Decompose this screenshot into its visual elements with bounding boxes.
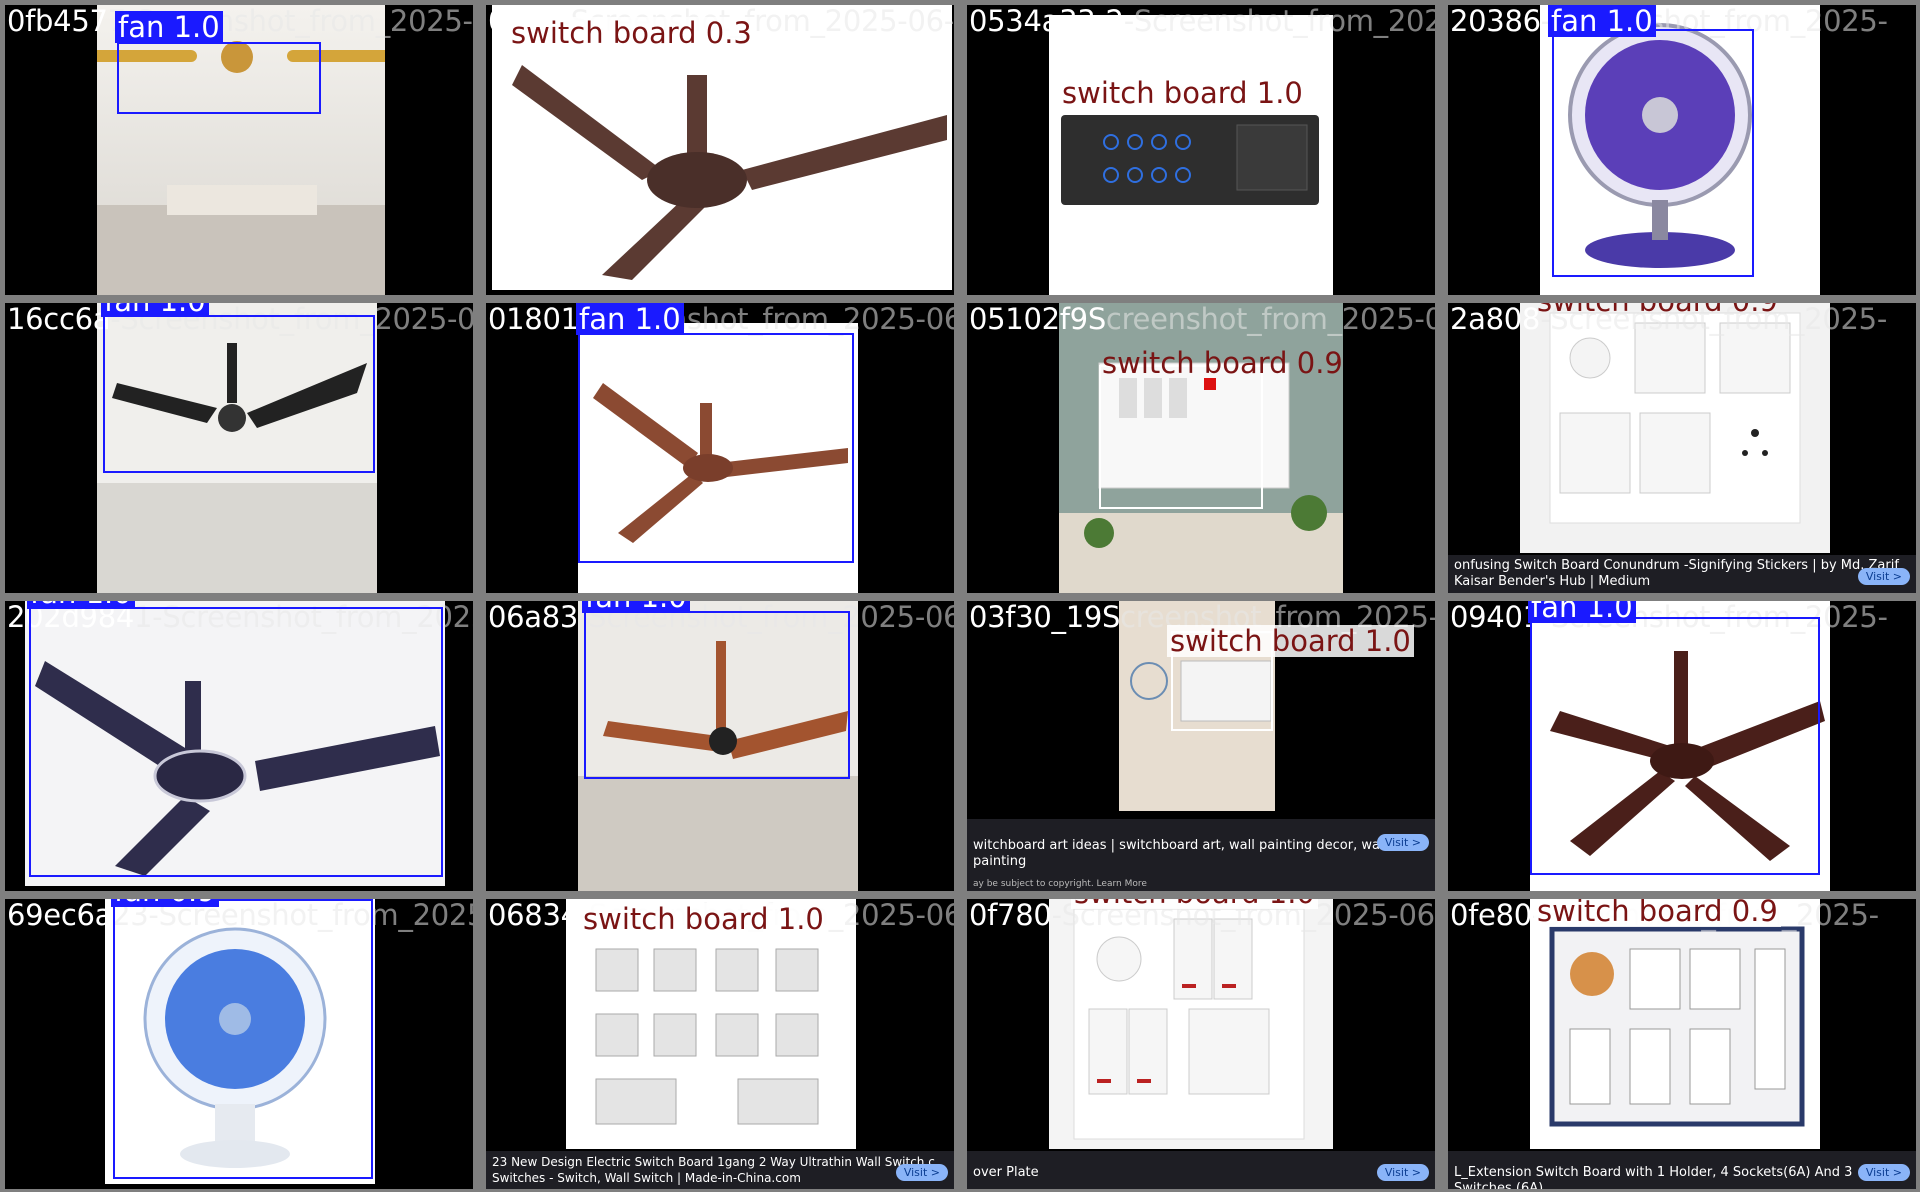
switch-bounding-box <box>1059 109 1329 208</box>
tile-image <box>105 899 375 1184</box>
image-caption[interactable]: over Plate <box>967 1151 1435 1189</box>
detection-label: switch board 0.3 <box>508 17 755 49</box>
result-tile-11[interactable]: 03f30_19Screenshot_from_2025-06-30 switc… <box>967 601 1435 891</box>
detection-label: fan 1.0 <box>1528 601 1636 623</box>
switch-illustration <box>1549 926 1805 1127</box>
detection-label: switch board 1.0 <box>580 903 827 935</box>
result-tile-7[interactable]: 05102f9Screenshot_from_2025-06-30 switch… <box>967 303 1435 593</box>
tile-filename: 0534a33-2-Screenshot_from_2025- <box>969 5 1435 38</box>
fan-bounding-box <box>1552 29 1754 277</box>
tile-image <box>1049 15 1333 295</box>
switch-illustration <box>1073 908 1305 1140</box>
tile-image <box>1059 303 1343 593</box>
visit-button[interactable]: Visit > <box>1857 1164 1910 1181</box>
result-tile-15[interactable]: 0f780-Screenshot_from_2025-06-30 switch … <box>967 899 1435 1189</box>
fan-bounding-box <box>113 899 373 1179</box>
fan-bounding-box <box>103 315 375 473</box>
fan-bounding-box <box>117 42 321 114</box>
caption-copyright: ay be subject to copyright. Learn More <box>973 879 1147 889</box>
result-tile-9[interactable]: 202d9841-Screenshot_from_2025-06-30 fan … <box>5 601 473 891</box>
switch-illustration <box>1059 362 1343 593</box>
result-tile-13[interactable]: 69ec6a23-Screenshot_from_2025-06-30 fan … <box>5 899 473 1189</box>
tile-image <box>492 5 952 290</box>
tile-image <box>578 601 858 891</box>
result-tile-16[interactable]: 0fe80-Screenshot_from_2025- switch board… <box>1448 899 1916 1189</box>
visit-button[interactable]: Visit > <box>895 1164 948 1181</box>
fan-illustration <box>143 927 327 1168</box>
detection-label: fan 1.0 <box>576 303 684 335</box>
switch-bounding-box <box>1099 365 1263 509</box>
fan-illustration <box>35 661 440 876</box>
tile-image <box>1530 899 1820 1149</box>
tile-image <box>25 601 445 886</box>
result-tile-2[interactable]: 0d7b-Screenshot_from_2025-06-27-19-58 sw… <box>486 5 954 295</box>
fan-bounding-box <box>1530 617 1820 875</box>
fan-bounding-box <box>29 607 443 877</box>
caption-title: witchboard art ideas | switchboard art, … <box>973 838 1388 869</box>
result-tile-4[interactable]: 20386-Screenshot_from_2025- fan 1.0 <box>1448 5 1916 295</box>
tile-image <box>97 5 385 295</box>
result-tile-3[interactable]: 0534a33-2-Screenshot_from_2025- switch b… <box>967 5 1435 295</box>
detection-label: fan 1.0 <box>1548 5 1656 37</box>
detection-label: switch board 1.0 <box>1167 625 1414 657</box>
result-tile-14[interactable]: 06834-Screenshot_from_2025-06-30 switch … <box>486 899 954 1189</box>
fan-illustration <box>97 41 385 295</box>
image-caption[interactable]: 23 New Design Electric Switch Board 1gan… <box>486 1151 954 1189</box>
tile-image <box>1530 601 1830 891</box>
tile-image <box>1049 899 1333 1149</box>
detection-label: switch board 1.0 <box>1071 899 1318 909</box>
result-tile-12[interactable]: 09401-Screenshot_from_2025- fan 1.0 <box>1448 601 1916 891</box>
visit-button[interactable]: Visit > <box>1857 568 1910 585</box>
image-caption[interactable]: witchboard art ideas | switchboard art, … <box>967 819 1435 891</box>
detection-label: fan 1.0 <box>582 601 690 613</box>
fan-illustration <box>593 383 848 543</box>
visit-button[interactable]: Visit > <box>1376 834 1429 851</box>
tile-image <box>97 303 377 593</box>
result-tile-8[interactable]: 2a808-Screenshot_from_2025- switch board… <box>1448 303 1916 593</box>
tile-filename: 05102f9Screenshot_from_2025-06-30 <box>969 303 1435 336</box>
fan-illustration <box>97 343 377 593</box>
detection-label: fan 1.0 <box>115 11 223 43</box>
fan-illustration <box>578 641 858 891</box>
visit-button[interactable]: Visit > <box>1376 1164 1429 1181</box>
detection-label: switch board 0.9 <box>1534 303 1781 317</box>
switch-illustration <box>1549 312 1801 524</box>
image-caption[interactable]: onfusing Switch Board Conundrum -Signify… <box>1448 555 1916 593</box>
detection-label: switch board 0.9 <box>1102 346 1343 380</box>
result-tile-6[interactable]: 01801-Screenshot_from_2025-06-30 fan 1.0 <box>486 303 954 593</box>
tile-image <box>1520 303 1830 553</box>
fan-bounding-box <box>578 333 854 563</box>
detection-label: switch board 1.0 <box>1062 76 1303 110</box>
result-tile-1[interactable]: 0fb4577-Screenshot_from_2025-06-27-09-39… <box>5 5 473 295</box>
detection-label: fan 0.9 <box>111 899 219 907</box>
detection-label: fan 1.0 <box>101 303 209 317</box>
fan-illustration <box>1568 23 1752 268</box>
switch-illustration <box>595 948 819 1125</box>
detection-label: fan 1.0 <box>27 601 135 609</box>
result-tile-10[interactable]: 06a83-Screenshot_from_2025-06-30 fan 1.0 <box>486 601 954 891</box>
tile-image <box>1540 5 1820 295</box>
switch-illustration <box>1061 115 1319 205</box>
tile-image <box>566 899 856 1149</box>
fan-bounding-box <box>584 611 850 779</box>
tile-filename: 01801-Screenshot_from_2025-06-30 <box>488 303 954 336</box>
tile-filename: 0fb4577-Screenshot_from_2025-06-27-09-39… <box>7 5 473 38</box>
detection-label: switch board 0.9 <box>1534 899 1781 927</box>
tile-filename: 2a808-Screenshot_from_2025- <box>1450 303 1888 336</box>
fan-illustration <box>512 65 947 280</box>
result-tile-5[interactable]: 16cc6a-Screenshot_from_2025-06-30 fan 1.… <box>5 303 473 593</box>
image-caption[interactable]: L_Extension Switch Board with 1 Holder, … <box>1448 1151 1916 1189</box>
switch-illustration <box>1130 660 1272 722</box>
fan-illustration <box>1550 651 1825 861</box>
tile-image <box>578 323 858 593</box>
